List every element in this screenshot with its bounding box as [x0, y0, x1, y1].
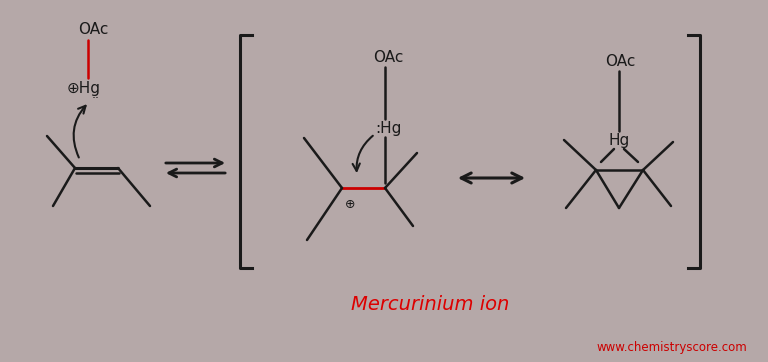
Text: :Hg: :Hg [375, 121, 401, 135]
Text: ··: ·· [92, 93, 100, 105]
Text: ⊕: ⊕ [345, 198, 356, 210]
FancyArrowPatch shape [74, 106, 85, 157]
Text: Mercurinium ion: Mercurinium ion [351, 295, 509, 315]
Text: OAc: OAc [372, 51, 403, 66]
FancyArrowPatch shape [353, 136, 372, 171]
Text: www.chemistryscore.com: www.chemistryscore.com [597, 341, 747, 354]
Text: Hg: Hg [608, 132, 630, 147]
Text: OAc: OAc [605, 55, 635, 70]
Text: OAc: OAc [78, 22, 108, 38]
Text: ⊕Hg: ⊕Hg [67, 80, 101, 96]
